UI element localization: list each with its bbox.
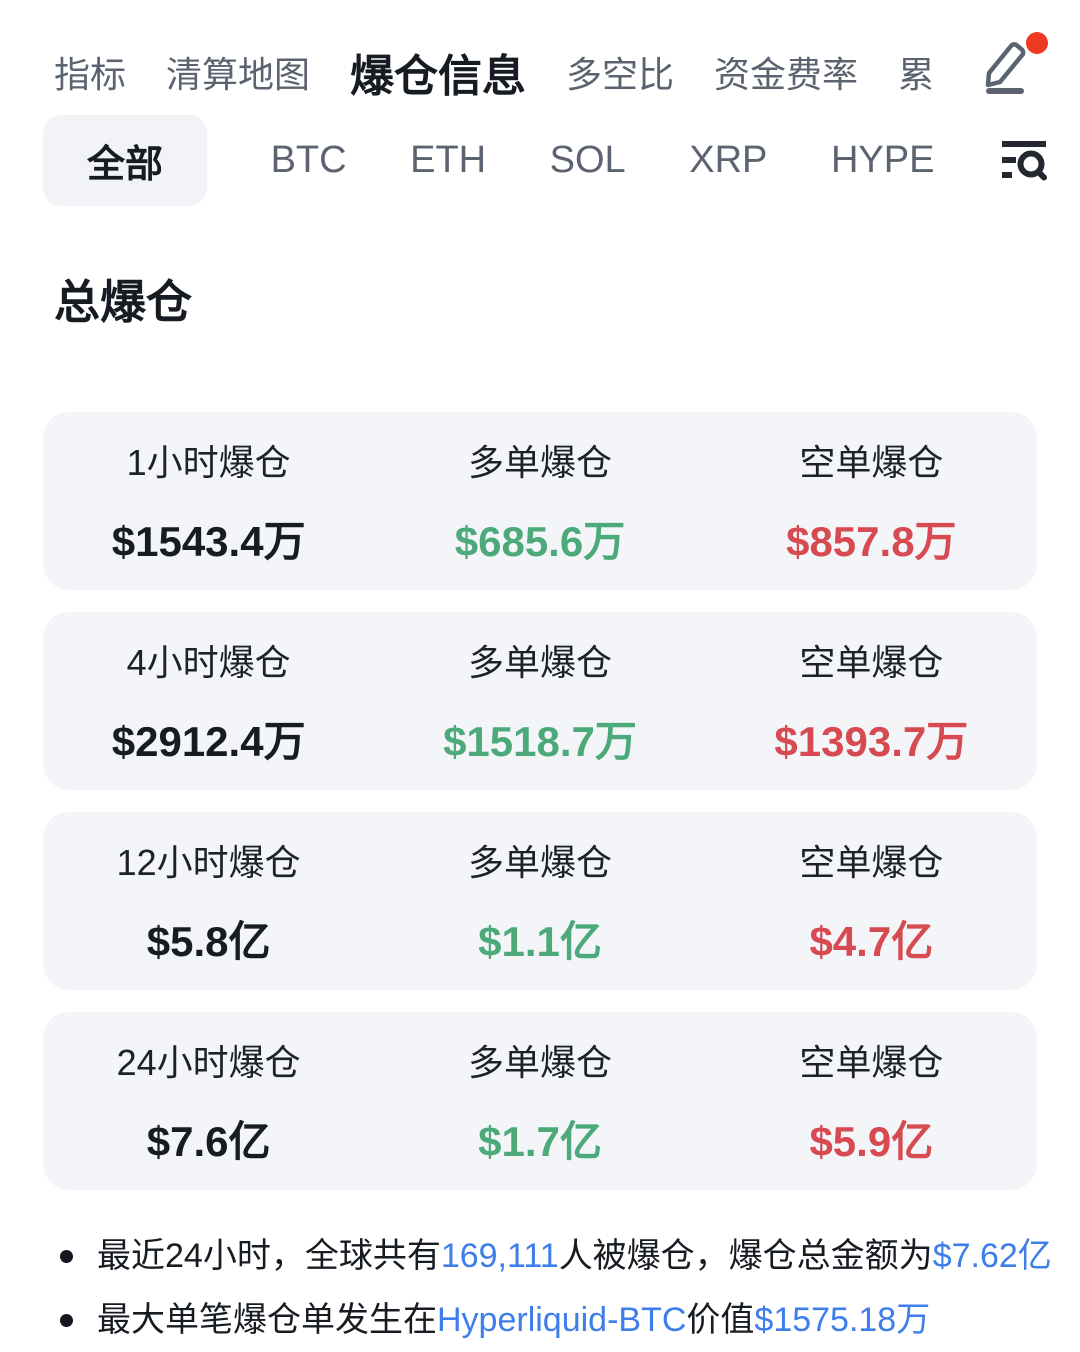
short-liquidation-value: $1393.7万	[774, 717, 969, 765]
note-highlight-value[interactable]: 169,111	[440, 1237, 559, 1275]
short-column: 空单爆仓 $4.7亿	[706, 834, 1037, 969]
filter-tab-xrp[interactable]: XRP	[689, 138, 768, 181]
long-liquidation-value: $1.1亿	[478, 917, 602, 965]
short-liquidation-value: $857.8万	[786, 517, 957, 565]
nav-item-liquidation-info[interactable]: 爆仓信息	[350, 52, 527, 101]
short-liquidation-label: 空单爆仓	[799, 441, 944, 483]
note-text: 人被爆仓，爆仓总金额为	[558, 1237, 933, 1275]
period-label: 24小时爆仓	[116, 1041, 301, 1083]
liquidation-card: 12小时爆仓 $5.8亿 多单爆仓 $1.1亿 空单爆仓 $4.7亿	[43, 812, 1037, 990]
coin-filter-tabs: 全部 BTC ETH SOL XRP HYPE	[0, 114, 1080, 206]
nav-item-funding-rate[interactable]: 资金费率	[714, 54, 859, 95]
filter-tab-all[interactable]: 全部	[43, 114, 208, 206]
long-column: 多单爆仓 $1.1亿	[374, 834, 705, 969]
notes: 最近24小时，全球共有 169,111 人被爆仓，爆仓总金额为 $7.62亿 最大单笔爆…	[60, 1224, 1052, 1352]
liquidation-card: 4小时爆仓 $2912.4万 多单爆仓 $1518.7万 空单爆仓 $1393.…	[43, 612, 1037, 790]
short-liquidation-label: 空单爆仓	[799, 641, 944, 683]
filter-tab-eth[interactable]: ETH	[410, 138, 487, 181]
short-column: 空单爆仓 $5.9亿	[706, 1034, 1037, 1169]
note-item: 最大单笔爆仓单发生在 Hyperliquid-BTC 价值 $1575.18万	[60, 1288, 1040, 1352]
note-text: 最近24小时，全球共有	[97, 1237, 441, 1275]
long-liquidation-label: 多单爆仓	[467, 1041, 612, 1083]
long-liquidation-value: $1.7亿	[478, 1117, 602, 1165]
total-liquidation-value: $2912.4万	[111, 717, 306, 765]
period-column: 12小时爆仓 $5.8亿	[43, 834, 374, 969]
edit-button[interactable]	[958, 28, 1050, 104]
note-highlight-value[interactable]: Hyperliquid-BTC	[437, 1301, 687, 1339]
short-liquidation-label: 空单爆仓	[799, 841, 944, 883]
filter-search-icon	[998, 134, 1050, 186]
liquidation-card: 24小时爆仓 $7.6亿 多单爆仓 $1.7亿 空单爆仓 $5.9亿	[43, 1012, 1037, 1190]
period-column: 4小时爆仓 $2912.4万	[43, 634, 374, 769]
page-title: 总爆仓	[54, 276, 192, 328]
total-liquidation-value: $7.6亿	[146, 1117, 271, 1165]
note-text: 最大单笔爆仓单发生在	[97, 1301, 437, 1339]
notification-badge-dot	[1026, 32, 1048, 54]
period-label: 12小时爆仓	[116, 841, 301, 883]
nav-item-indicators[interactable]: 指标	[54, 54, 127, 95]
period-label: 4小时爆仓	[126, 641, 291, 683]
long-column: 多单爆仓 $1.7亿	[374, 1034, 705, 1169]
pencil-edit-icon	[973, 37, 1035, 95]
total-liquidation-value: $5.8亿	[146, 917, 271, 965]
note-text: 价值	[686, 1301, 755, 1339]
period-label: 1小时爆仓	[126, 441, 291, 483]
long-liquidation-label: 多单爆仓	[467, 841, 612, 883]
filter-search-button[interactable]	[998, 134, 1050, 186]
top-nav: 指标 清算地图 爆仓信息 多空比 资金费率 累	[0, 0, 1080, 104]
period-column: 1小时爆仓 $1543.4万	[43, 434, 374, 569]
note-item: 最近24小时，全球共有 169,111 人被爆仓，爆仓总金额为 $7.62亿	[60, 1224, 1052, 1288]
liquidation-card: 1小时爆仓 $1543.4万 多单爆仓 $685.6万 空单爆仓 $857.8万	[43, 412, 1037, 590]
filter-tab-btc[interactable]: BTC	[270, 138, 347, 181]
filter-tab-hype[interactable]: HYPE	[830, 138, 935, 181]
long-column: 多单爆仓 $1518.7万	[374, 634, 705, 769]
short-column: 空单爆仓 $1393.7万	[706, 634, 1037, 769]
nav-item-liquidation-map[interactable]: 清算地图	[166, 54, 311, 95]
long-liquidation-label: 多单爆仓	[467, 441, 612, 483]
short-liquidation-value: $5.9亿	[809, 1117, 934, 1165]
long-column: 多单爆仓 $685.6万	[374, 434, 705, 569]
nav-item-long-short-ratio[interactable]: 多空比	[566, 54, 675, 95]
note-highlight-value[interactable]: $1575.18万	[754, 1301, 931, 1339]
short-column: 空单爆仓 $857.8万	[706, 434, 1037, 569]
short-liquidation-value: $4.7亿	[809, 917, 934, 965]
note-highlight-value[interactable]: $7.62亿	[932, 1237, 1052, 1275]
filter-tab-sol[interactable]: SOL	[549, 138, 626, 181]
long-liquidation-value: $1518.7万	[443, 717, 637, 765]
bullet-dot-icon	[60, 1249, 73, 1263]
bullet-dot-icon	[60, 1313, 73, 1327]
total-liquidation-value: $1543.4万	[111, 517, 306, 565]
liquidation-cards: 1小时爆仓 $1543.4万 多单爆仓 $685.6万 空单爆仓 $857.8万…	[0, 412, 1080, 1190]
long-liquidation-label: 多单爆仓	[467, 641, 612, 683]
period-column: 24小时爆仓 $7.6亿	[43, 1034, 374, 1169]
long-liquidation-value: $685.6万	[454, 517, 626, 565]
nav-item-truncated[interactable]: 累	[898, 54, 935, 95]
short-liquidation-label: 空单爆仓	[799, 1041, 944, 1083]
